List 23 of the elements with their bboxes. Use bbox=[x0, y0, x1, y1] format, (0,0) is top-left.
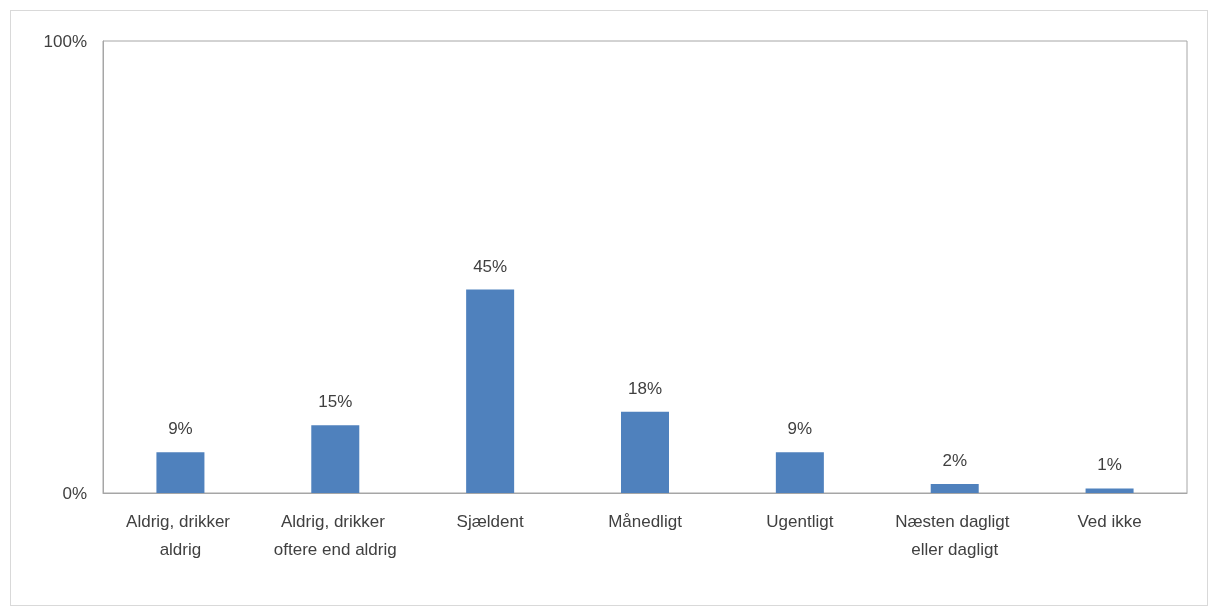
x-tick-label: Månedligt bbox=[608, 511, 683, 531]
x-tick-label: Aldrig, drikker oftere end aldrig bbox=[273, 511, 397, 559]
x-tick-label: Ved ikke bbox=[1077, 511, 1142, 531]
bar bbox=[775, 452, 824, 493]
y-tick-label: 0% bbox=[62, 483, 87, 503]
bar bbox=[466, 289, 515, 493]
x-tick-label: Aldrig, drikker aldrig bbox=[126, 511, 235, 559]
data-label: 9% bbox=[168, 419, 193, 439]
bar bbox=[930, 483, 979, 493]
x-tick-label: Sjældent bbox=[456, 511, 524, 531]
bar bbox=[1085, 488, 1134, 493]
bar bbox=[156, 452, 205, 493]
x-tick-label: Ugentligt bbox=[766, 511, 834, 531]
y-tick-label: 100% bbox=[43, 31, 87, 51]
x-tick-label: Næsten dagligt eller dagligt bbox=[895, 511, 1015, 559]
data-label: 1% bbox=[1097, 455, 1122, 475]
bar bbox=[621, 411, 669, 493]
data-label: 9% bbox=[787, 419, 813, 439]
data-label: 45% bbox=[473, 256, 508, 276]
data-label: 15% bbox=[318, 392, 353, 412]
data-label: 18% bbox=[627, 378, 663, 398]
bar bbox=[311, 425, 360, 493]
data-label: 2% bbox=[942, 450, 967, 470]
